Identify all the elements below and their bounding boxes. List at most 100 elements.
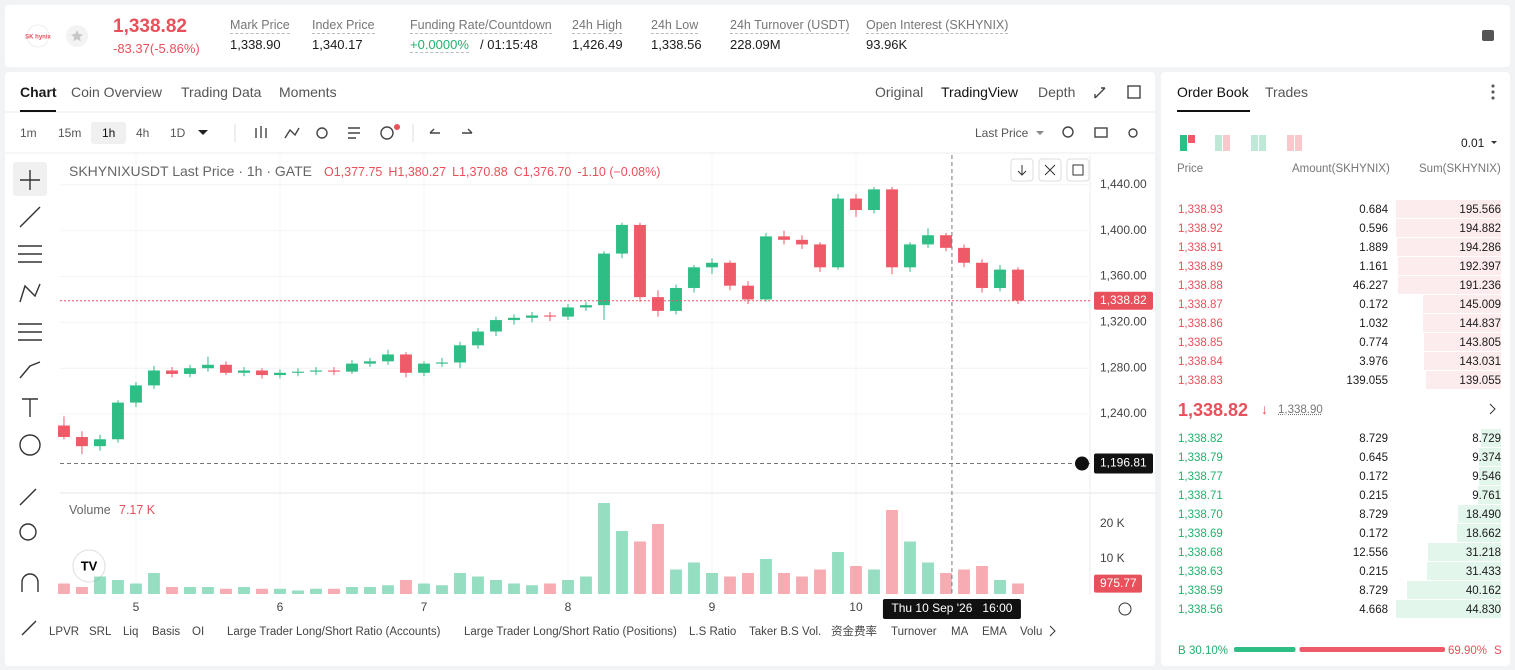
- indicator-tab[interactable]: SRL: [89, 626, 112, 638]
- chart-tab[interactable]: Moments: [279, 84, 337, 100]
- indicator-tab[interactable]: Large Trader Long/Short Ratio (Positions…: [464, 626, 677, 638]
- book-price[interactable]: 1,338.91: [1178, 242, 1223, 254]
- indicator-tab[interactable]: Basis: [152, 626, 181, 638]
- y-tick-label: 1,320.00: [1100, 315, 1147, 329]
- indicator-tab[interactable]: OI: [192, 626, 205, 638]
- indicator-tab[interactable]: 资金费率: [831, 626, 877, 638]
- book-price[interactable]: 1,338.82: [1178, 433, 1223, 445]
- volume-bar: [238, 587, 250, 594]
- candle-body: [400, 354, 412, 373]
- indicator-tab[interactable]: Liq: [123, 626, 139, 638]
- book-price[interactable]: 1,338.79: [1178, 452, 1223, 464]
- mid-arrow: ↓: [1261, 401, 1268, 417]
- depth-bar: [1478, 486, 1501, 504]
- book-price[interactable]: 1,338.88: [1178, 280, 1223, 292]
- price-type[interactable]: Last Price: [975, 126, 1029, 140]
- book-price[interactable]: 1,338.59: [1178, 585, 1223, 597]
- view-tab[interactable]: Original: [875, 84, 924, 100]
- chart-tab[interactable]: Coin Overview: [71, 84, 163, 100]
- volume-bar: [670, 569, 682, 594]
- interval[interactable]: 1m: [20, 126, 37, 140]
- indicator-tab[interactable]: Taker B.S Vol.: [749, 626, 822, 638]
- tick-size[interactable]: 0.01: [1461, 136, 1485, 150]
- ohlc-value: O1,377.75: [324, 165, 383, 179]
- y-tick-label: 1,240.00: [1100, 406, 1147, 420]
- book-price[interactable]: 1,338.87: [1178, 299, 1223, 311]
- volume-bar: [274, 588, 286, 594]
- candle-body: [418, 363, 430, 373]
- book-price[interactable]: 1,338.68: [1178, 547, 1223, 559]
- x-tick-label: 7: [421, 600, 428, 614]
- book-price[interactable]: 1,338.86: [1178, 318, 1223, 330]
- interval[interactable]: 1D: [170, 126, 186, 140]
- depth-bar: [1397, 257, 1501, 275]
- stat-value: 93.96K: [866, 37, 908, 52]
- doc-icon[interactable]: [1482, 30, 1494, 41]
- book-price[interactable]: 1,338.69: [1178, 528, 1223, 540]
- indicator-tab[interactable]: Large Trader Long/Short Ratio (Accounts): [227, 626, 441, 638]
- volume-bar: [724, 576, 736, 594]
- book-price[interactable]: 1,338.92: [1178, 223, 1223, 235]
- book-price[interactable]: 1,338.71: [1178, 490, 1223, 502]
- book-tab[interactable]: Order Book: [1177, 84, 1249, 100]
- drawing-tools[interactable]: [18, 170, 42, 636]
- book-tab[interactable]: Trades: [1265, 84, 1309, 100]
- volume-bar: [814, 569, 826, 594]
- volume-bar: [850, 566, 862, 594]
- dropdown-icon[interactable]: [198, 130, 208, 135]
- ohlc-value: L1,370.88: [452, 165, 508, 179]
- volume-bar: [310, 588, 322, 594]
- book-price[interactable]: 1,338.85: [1178, 337, 1223, 349]
- depth-bar: [1423, 314, 1501, 332]
- chart-tab[interactable]: Trading Data: [181, 84, 262, 100]
- volume-bar: [400, 580, 412, 594]
- stat-value: 228.09M: [730, 37, 781, 52]
- x-tick-label: 6: [277, 600, 284, 614]
- indicator-tab[interactable]: Turnover: [891, 626, 937, 638]
- chart-tab[interactable]: Chart: [20, 84, 57, 100]
- interval[interactable]: 15m: [58, 126, 82, 140]
- chart-controls[interactable]: [1010, 84, 1496, 637]
- dropdown-icon[interactable]: [1036, 131, 1044, 135]
- depth-bar: [1427, 562, 1501, 580]
- book-price[interactable]: 1,338.84: [1178, 356, 1223, 368]
- book-amount: 0.172: [1359, 528, 1388, 540]
- stat-value: +0.0000%: [410, 37, 469, 53]
- book-price[interactable]: 1,338.56: [1178, 604, 1223, 616]
- volume-bar: [778, 573, 790, 594]
- indicator-tab[interactable]: EMA: [982, 626, 1007, 638]
- book-sum: 40.162: [1465, 585, 1501, 597]
- book-amount: 8.729: [1359, 585, 1388, 597]
- indicator-tab[interactable]: Volu: [1020, 626, 1043, 638]
- book-amount: 8.729: [1359, 509, 1388, 521]
- indicator-tab[interactable]: LPVR: [49, 626, 80, 638]
- book-price[interactable]: 1,338.93: [1178, 204, 1223, 216]
- view-tab[interactable]: Depth: [1038, 84, 1076, 100]
- view-tab[interactable]: TradingView: [941, 84, 1019, 100]
- chart-title: SKHYNIXUSDT Last Price · 1h · GATE: [69, 163, 312, 179]
- candle-body: [94, 439, 106, 447]
- stat-label: 24h Low: [651, 18, 699, 34]
- indicator-tab[interactable]: L.S Ratio: [689, 626, 737, 638]
- book-price[interactable]: 1,338.83: [1178, 375, 1223, 387]
- toolbar-icons[interactable]: [255, 85, 1141, 140]
- last-price: 1,338.82: [113, 16, 187, 37]
- book-sum: 144.837: [1459, 318, 1501, 330]
- interval[interactable]: 1h: [102, 126, 116, 140]
- indicator-tab[interactable]: MA: [951, 626, 969, 638]
- volume-bar: [706, 573, 718, 594]
- ohlc-value: H1,380.27: [388, 165, 447, 179]
- volume-bar: [130, 583, 142, 594]
- depth-bar: [1396, 600, 1501, 618]
- book-price[interactable]: 1,338.89: [1178, 261, 1223, 273]
- book-price[interactable]: 1,338.77: [1178, 471, 1223, 483]
- book-sum: 31.433: [1465, 566, 1501, 578]
- interval[interactable]: 4h: [136, 126, 150, 140]
- book-layout-icons[interactable]: [1180, 135, 1497, 151]
- candle-body: [778, 236, 790, 240]
- book-price[interactable]: 1,338.63: [1178, 566, 1223, 578]
- candle-body: [922, 235, 934, 245]
- volume-bar: [796, 576, 808, 594]
- volume-bar: [112, 580, 124, 594]
- book-price[interactable]: 1,338.70: [1178, 509, 1223, 521]
